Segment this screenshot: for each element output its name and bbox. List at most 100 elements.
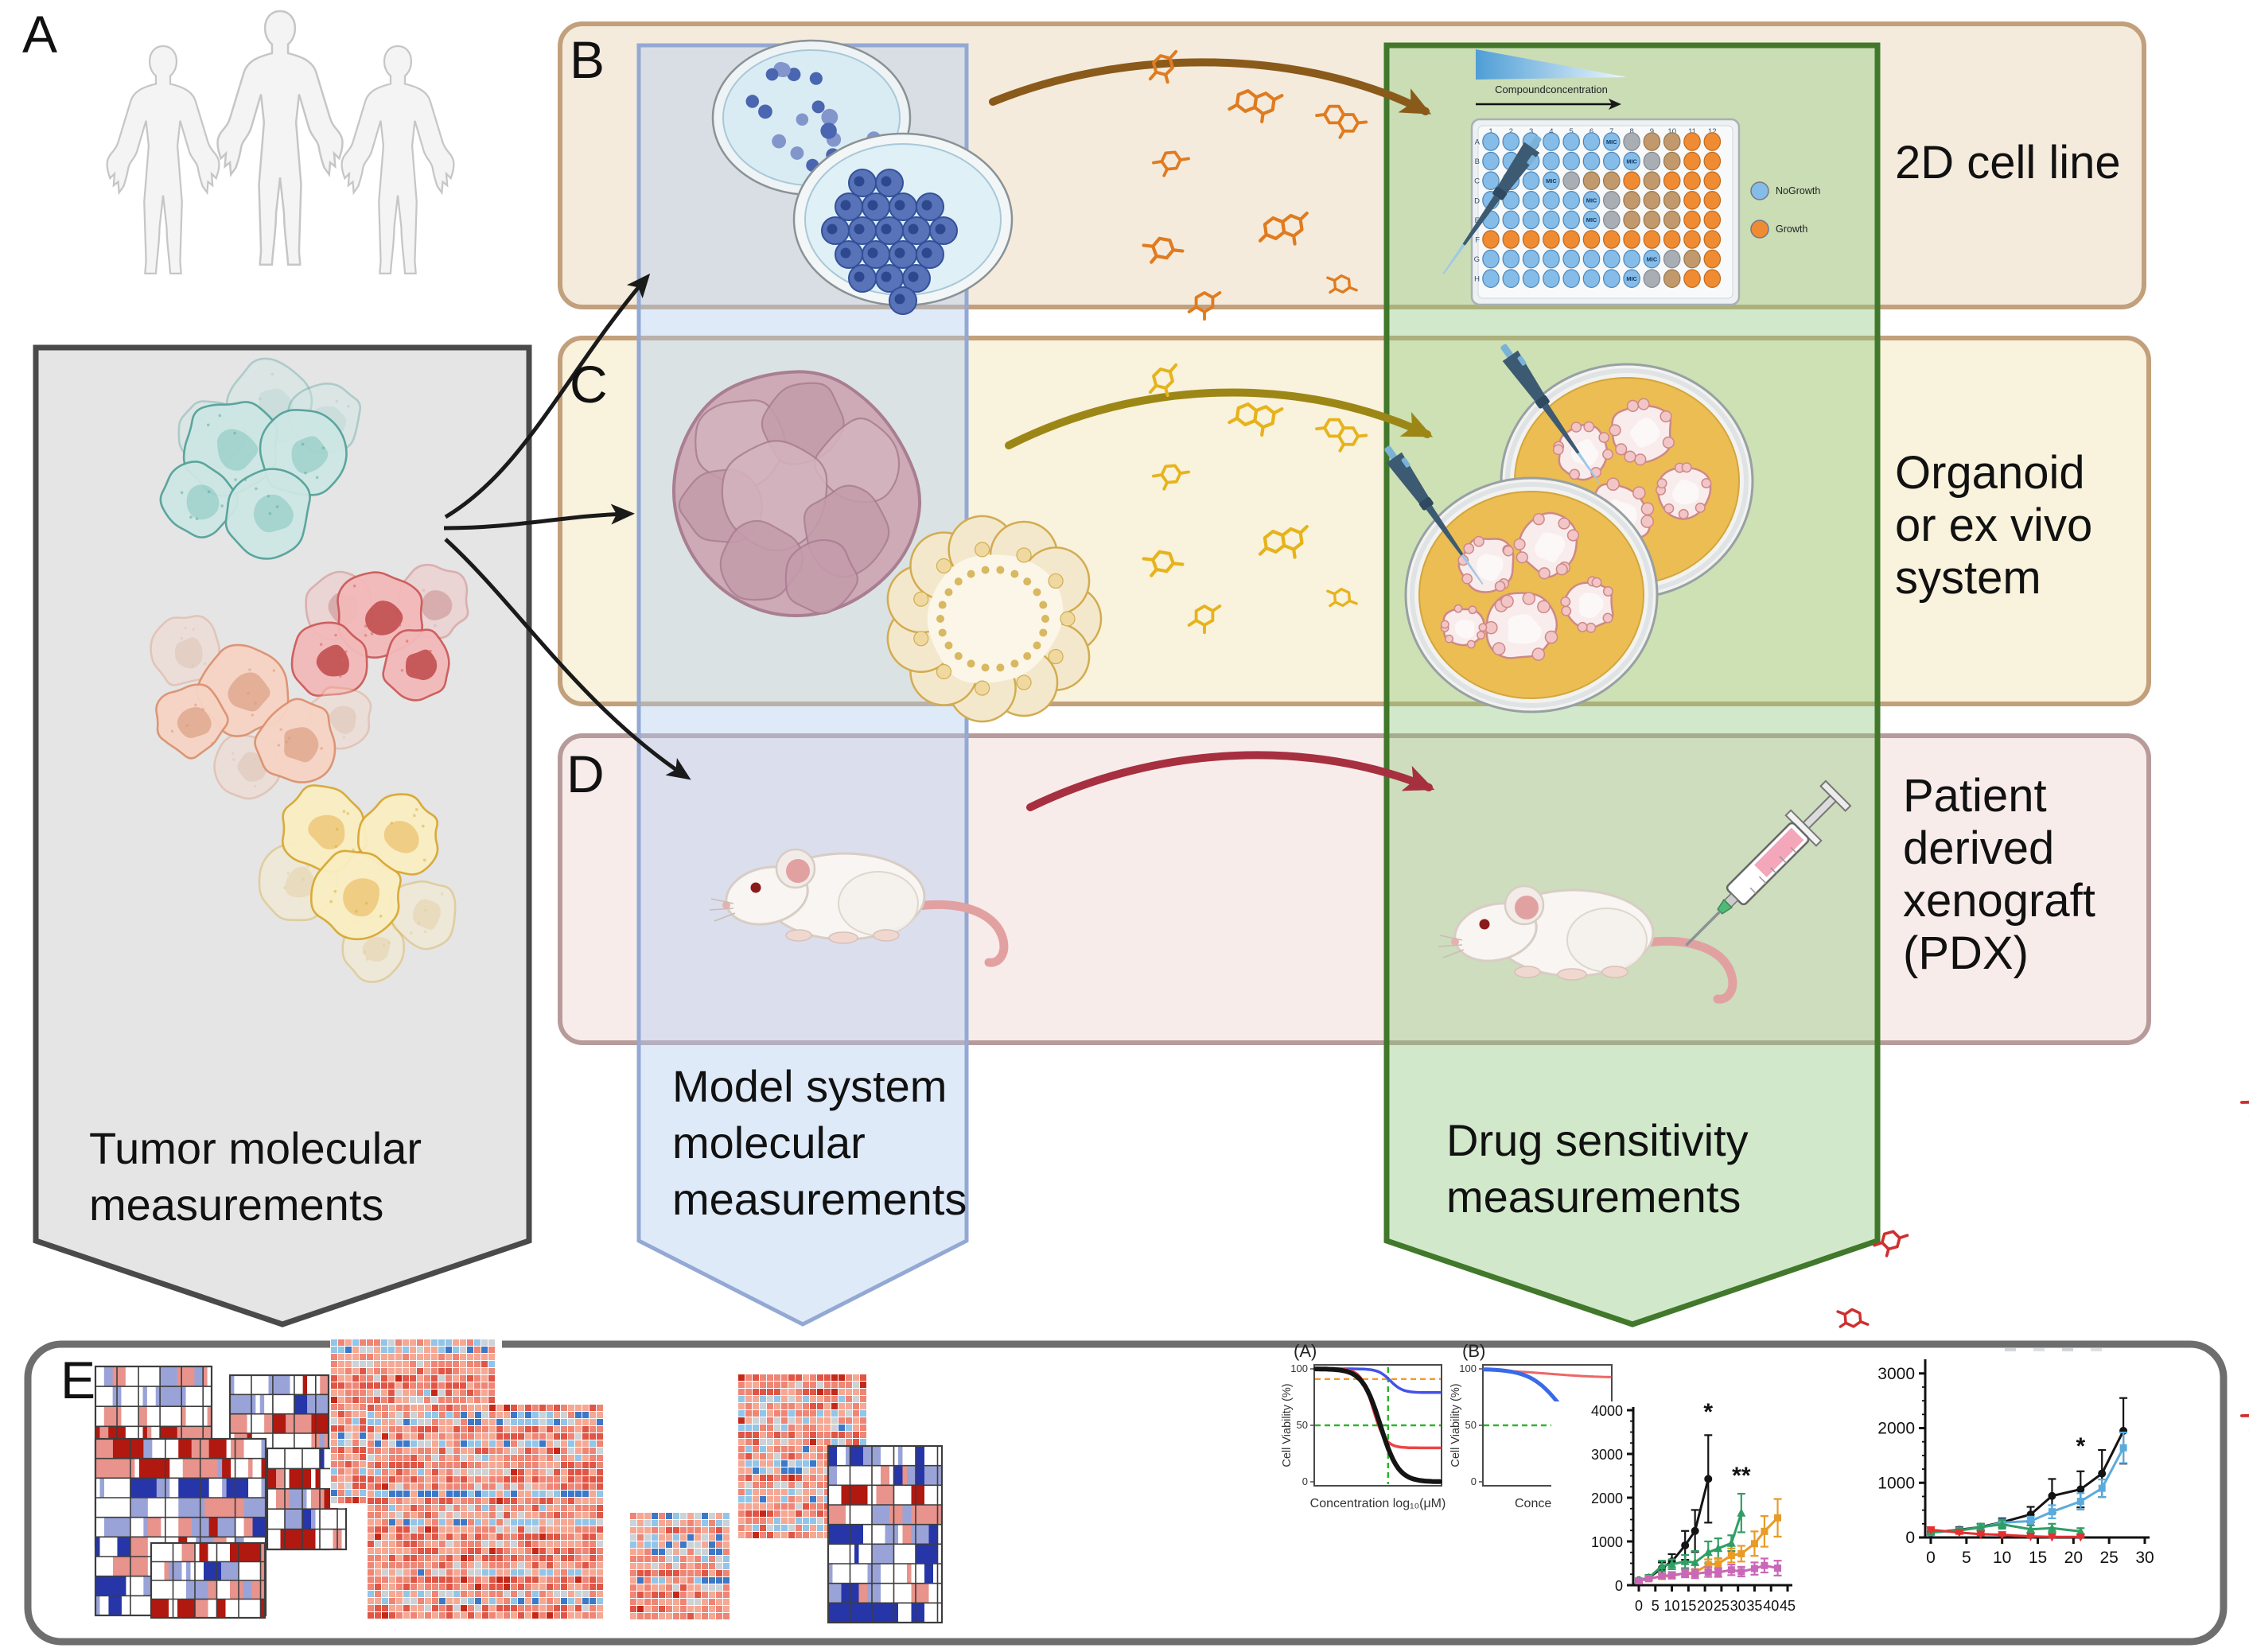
well-H6 [1582,269,1601,288]
tumor-to-model-arrows [443,273,691,780]
drug-banner-line: measurements [1446,1172,1741,1222]
svg-text:MIC: MIC [1626,275,1637,282]
well-F9 [1643,230,1661,249]
panel-b-letter: B [570,30,605,89]
well-E3 [1522,210,1540,230]
well-B5 [1562,151,1580,171]
model-banner-line: measurements [672,1174,967,1224]
svg-text:(A): (A) [1294,1341,1317,1361]
well-G3 [1522,249,1540,269]
well-C1 [1482,171,1500,190]
arrow-tumor-to-pdx [444,538,691,780]
tumor-cell-teal [224,468,311,560]
organoid-dish-2 [1404,476,1659,713]
svg-text:**: ** [1732,1463,1751,1489]
svg-text:10: 10 [1993,1549,2011,1567]
well-H3 [1522,269,1540,288]
tumor-organoid [671,370,922,618]
well-H12 [1703,269,1722,288]
svg-text:*: * [1703,1399,1713,1425]
svg-text:NoGrowth: NoGrowth [1776,185,1820,196]
panel-c-title: Organoid or ex vivo system [1895,447,2092,604]
heatmap-expression [629,1512,732,1623]
panel-d-title-line: derived [1903,822,2055,874]
well-F10 [1663,230,1681,249]
well-B10 [1663,151,1681,171]
svg-text:15: 15 [2029,1549,2047,1567]
epithelial-organoid [886,515,1103,723]
panel-c-title-line: system [1895,552,2041,604]
cell-colony [821,169,958,315]
legend-swatch [1750,220,1769,239]
tumor-cell-yellow [357,793,439,876]
drug-banner-text: Drug sensitivity measurements [1446,1112,1749,1225]
svg-text:25: 25 [1714,1598,1730,1614]
panel-d-title-line: Patient [1903,770,2047,822]
svg-text:0: 0 [1635,1598,1643,1614]
well-E8 [1623,210,1640,230]
svg-text:0: 0 [1471,1475,1477,1487]
well-E6 [1582,210,1601,230]
svg-text:2000: 2000 [1877,1420,1915,1438]
tumor-cell-red [290,621,368,697]
well-F6 [1582,230,1601,249]
patient-figures [106,10,455,275]
well-G9 [1643,249,1661,269]
well-E4 [1543,210,1560,230]
tumor-cell-teal [159,461,239,538]
panel-c-title-line: Organoid [1895,447,2085,499]
well-H8 [1623,269,1640,288]
svg-text:Cell Viability (%): Cell Viability (%) [1281,1383,1294,1467]
well-A12 [1703,132,1722,151]
dose_response_A: 0 50 100 Cell Viability (%) Concentration lo… [1281,1341,1446,1510]
well-E9 [1643,210,1661,230]
svg-text:0: 0 [1302,1475,1308,1487]
well-C11 [1683,171,1701,190]
svg-text:H: H [1474,275,1480,284]
panel-d-box [558,733,2151,1045]
well-G4 [1543,249,1560,269]
well-F7 [1603,230,1621,249]
svg-text:20: 20 [2064,1549,2083,1567]
flow-arc-d [1026,751,1435,811]
well-D2 [1502,191,1520,210]
96-well-plate: 1 2 3 4 5 6 7 8 9 10 11 12ABCDEFGHMICMICMICMICMICMI… [1470,84,1820,306]
well-G1 [1482,249,1500,269]
legend-swatch [1750,181,1769,200]
well-H7 [1603,269,1621,288]
svg-text:1: 1 [1488,127,1492,136]
svg-text:Growth: Growth [1776,224,1807,235]
panel-d-title: Patient derived xenograft (PDX) [1903,770,2095,980]
well-H11 [1683,269,1701,288]
well-A2 [1502,132,1520,151]
well-G6 [1582,249,1601,269]
svg-text:C: C [1474,177,1480,186]
panel-d-title-line: (PDX) [1903,927,2029,979]
svg-text:9: 9 [1650,127,1654,136]
well-D10 [1663,191,1681,210]
syringe-icon [1685,779,1852,946]
well-F5 [1562,230,1580,249]
svg-text:7: 7 [1609,127,1613,136]
well-D12 [1703,191,1722,210]
panel-e-letter: E [60,1351,96,1409]
svg-text:1000: 1000 [1877,1474,1915,1492]
svg-text:45: 45 [1780,1598,1796,1614]
arrow-tumor-to-2d [444,273,651,519]
svg-text:3000: 3000 [1877,1365,1915,1383]
well-B11 [1683,151,1701,171]
well-C6 [1582,171,1601,190]
well-C3 [1522,171,1540,190]
svg-text:25: 25 [2099,1549,2118,1567]
svg-text:MIC: MIC [1546,177,1557,185]
well-D9 [1643,191,1661,210]
svg-text:6: 6 [1589,127,1593,136]
svg-text:E: E [1475,216,1480,225]
well-A11 [1683,132,1701,151]
well-A9 [1643,132,1661,151]
tumor-cell-salmon [254,698,337,783]
svg-text:100: 100 [1459,1362,1477,1374]
heatmap-expression [367,1404,605,1623]
svg-text:Compoundconcentration: Compoundconcentration [1495,84,1608,95]
